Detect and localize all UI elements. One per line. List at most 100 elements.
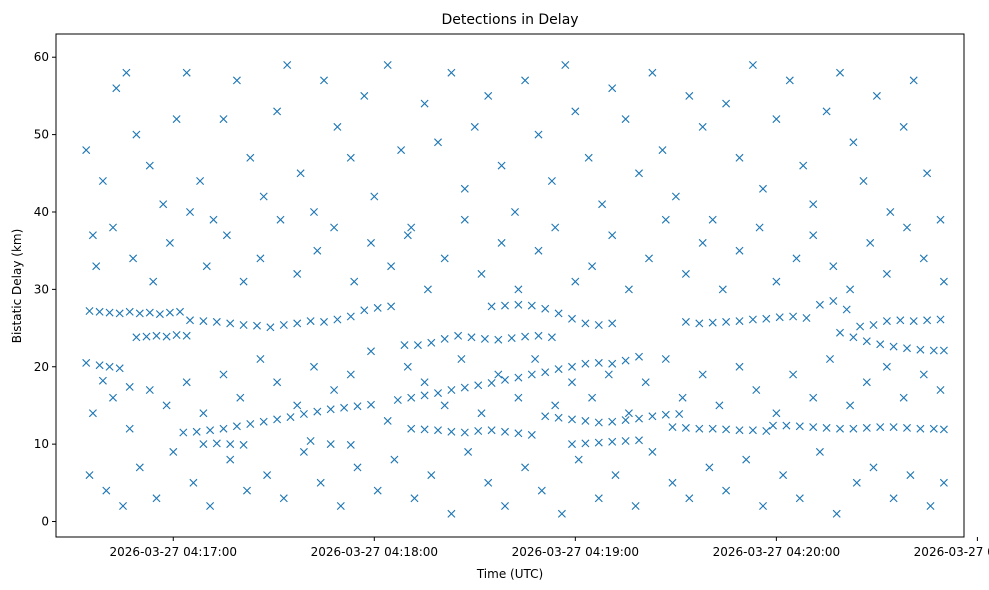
data-point (541, 304, 550, 313)
data-point (333, 122, 342, 131)
data-point (909, 317, 918, 326)
data-point (373, 486, 382, 495)
data-point (859, 177, 868, 185)
data-point (661, 355, 670, 363)
data-point (497, 161, 506, 170)
data-point (219, 424, 228, 433)
data-point (581, 319, 590, 328)
data-point (695, 424, 704, 433)
data-point (856, 322, 865, 331)
data-point (621, 416, 630, 425)
data-point (849, 333, 858, 342)
data-point (313, 407, 322, 416)
x-axis-label: Time (UTC) (476, 567, 543, 581)
data-point (541, 412, 550, 421)
data-point (862, 337, 871, 346)
data-point (889, 423, 898, 432)
data-point (447, 386, 456, 394)
data-point (822, 423, 831, 432)
data-point (836, 68, 844, 77)
data-point (849, 424, 858, 433)
y-tick-label: 60 (34, 50, 49, 64)
data-point (735, 246, 744, 255)
data-point (460, 184, 469, 193)
data-point (735, 153, 744, 162)
data-point (809, 393, 818, 402)
data-point (648, 68, 657, 77)
data-point (705, 463, 714, 472)
data-point (624, 285, 633, 294)
data-point (621, 356, 630, 365)
data-point (507, 334, 516, 343)
data-point (199, 317, 208, 326)
data-point (105, 362, 114, 371)
data-point (145, 161, 154, 170)
y-tick-label: 50 (34, 128, 49, 142)
data-point (454, 331, 463, 340)
data-point (698, 370, 707, 379)
data-point (889, 494, 898, 503)
data-point (789, 370, 798, 379)
data-point (477, 409, 486, 418)
data-point (916, 345, 925, 354)
data-point (360, 306, 369, 315)
data-point (286, 413, 295, 422)
data-point (172, 115, 181, 124)
data-point (460, 383, 469, 392)
data-point (484, 91, 493, 100)
data-point (568, 314, 576, 323)
data-point (919, 370, 928, 379)
data-point (279, 494, 288, 503)
data-point (872, 91, 881, 100)
data-point (88, 409, 97, 418)
data-point (373, 303, 382, 312)
data-point (447, 427, 456, 436)
data-point (276, 215, 285, 224)
data-point (142, 332, 151, 341)
data-point (480, 334, 489, 343)
data-point (92, 262, 101, 271)
data-point (608, 231, 617, 240)
data-point (273, 415, 282, 424)
data-point (474, 427, 483, 435)
data-point (501, 502, 509, 510)
data-point (792, 254, 801, 263)
data-point (427, 338, 436, 347)
data-point (222, 231, 231, 240)
data-point (939, 478, 948, 487)
data-point (554, 365, 563, 374)
data-point (176, 307, 184, 316)
data-point (571, 277, 580, 286)
data-point (263, 471, 272, 480)
data-point (494, 335, 503, 344)
data-point (886, 208, 895, 216)
data-point (608, 359, 617, 368)
data-point (698, 238, 707, 247)
data-point (440, 401, 449, 410)
data-point (759, 184, 767, 193)
data-point (440, 254, 449, 263)
data-point (434, 389, 442, 398)
data-point (135, 463, 144, 472)
data-point (832, 509, 841, 518)
data-point (534, 246, 543, 255)
data-point (243, 486, 251, 495)
data-point (608, 84, 617, 93)
data-point (862, 423, 871, 432)
data-point (936, 315, 945, 324)
data-point (400, 341, 409, 350)
data-point (568, 362, 576, 371)
data-point (769, 421, 777, 430)
data-point (635, 436, 643, 445)
data-point (259, 192, 268, 201)
data-point (226, 455, 235, 464)
data-point (551, 223, 560, 232)
data-point (423, 285, 432, 294)
data-point (534, 130, 543, 139)
data-point (413, 341, 422, 350)
data-point (407, 424, 416, 433)
data-point (172, 331, 181, 339)
data-point (889, 342, 898, 351)
data-point (464, 447, 473, 456)
data-point (936, 386, 945, 394)
